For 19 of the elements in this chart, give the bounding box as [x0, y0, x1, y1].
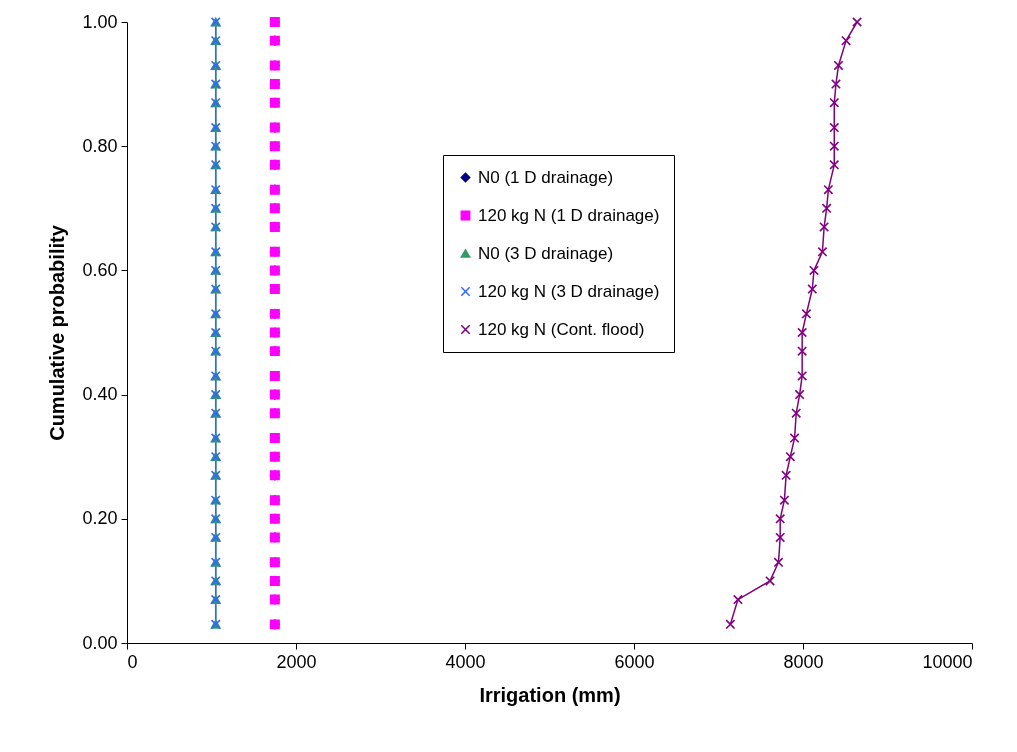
legend-label: 120 kg N (1 D drainage) — [478, 205, 660, 225]
x-tick-label: 4000 — [445, 651, 486, 672]
x-tick-label: 10000 — [922, 651, 973, 672]
y-tick-label: 0.20 — [82, 508, 118, 529]
x-tick-label: 2000 — [276, 651, 317, 672]
legend-label: 120 kg N (3 D drainage) — [478, 281, 660, 301]
y-tick-label: 0.00 — [82, 632, 118, 653]
x-tick-label: 6000 — [614, 651, 655, 672]
y-axis-title: Cumulative probability — [46, 224, 69, 441]
y-tick-label: 0.40 — [82, 384, 118, 405]
x-axis-title: Irrigation (mm) — [479, 683, 621, 706]
legend-label: 120 kg N (Cont. flood) — [478, 319, 645, 339]
legend-label: N0 (1 D drainage) — [478, 167, 614, 187]
y-tick-label: 1.00 — [82, 11, 118, 32]
x-tick-label: 8000 — [783, 651, 824, 672]
legend-label: N0 (3 D drainage) — [478, 243, 614, 263]
y-tick-label: 0.60 — [82, 259, 118, 280]
y-tick-label: 0.80 — [82, 135, 118, 156]
x-tick-label: 0 — [127, 651, 138, 672]
